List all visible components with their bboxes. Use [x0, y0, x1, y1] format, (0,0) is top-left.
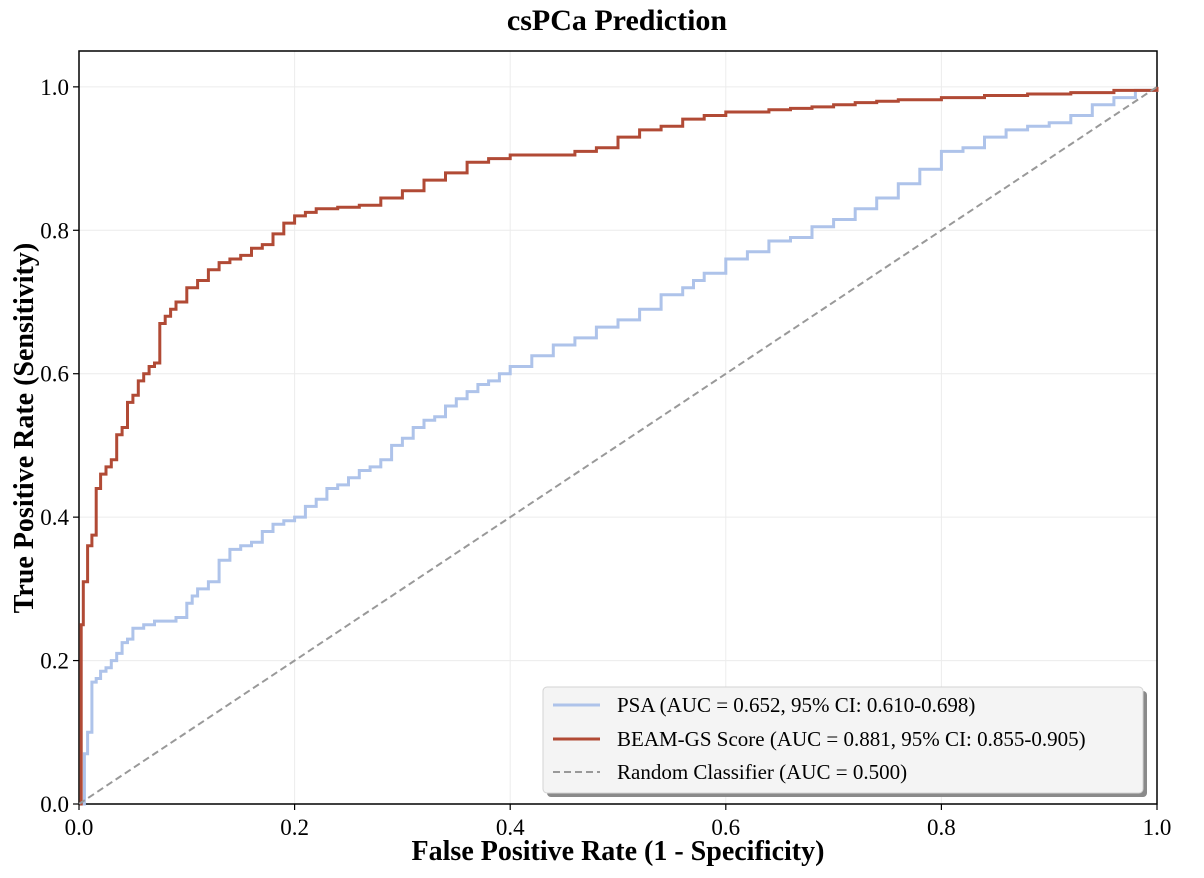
y-tick-label: 0.6 [40, 362, 69, 387]
x-tick-label: 0.2 [280, 815, 309, 840]
legend-label-random: Random Classifier (AUC = 0.500) [617, 760, 907, 784]
series-line-random-classifier [78, 86, 1158, 805]
x-tick-label: 0.8 [927, 815, 956, 840]
x-tick-label: 0.6 [711, 815, 740, 840]
series-layer [78, 86, 1159, 806]
chart-title: csPCa Prediction [507, 4, 728, 37]
x-tick-label: 0.0 [65, 815, 94, 840]
legend-label-psa: PSA (AUC = 0.652, 95% CI: 0.610-0.698) [617, 693, 975, 717]
y-tick-label: 0.2 [40, 649, 69, 674]
plot-area-frame [78, 50, 1158, 805]
x-tick-label: 1.0 [1143, 815, 1172, 840]
x-axis-label: False Positive Rate (1 - Specificity) [412, 836, 825, 867]
legend-box [542, 686, 1144, 794]
y-tick-label: 0.4 [40, 505, 69, 530]
series-line-beam-gs-score [79, 86, 1159, 806]
legend: PSA (AUC = 0.652, 95% CI: 0.610-0.698) B… [542, 686, 1147, 797]
legend-label-beam-gs: BEAM-GS Score (AUC = 0.881, 95% CI: 0.85… [617, 727, 1086, 751]
y-axis-ticks: 0.0 0.2 0.4 0.6 0.8 1.0 [40, 75, 79, 817]
y-tick-label: 1.0 [40, 75, 69, 100]
x-axis-ticks: 0.0 0.2 0.4 0.6 0.8 1.0 [65, 804, 1172, 840]
y-axis-label: True Positive Rate (Sensitivity) [9, 243, 40, 613]
series-line-psa [79, 86, 1159, 806]
x-tick-label: 0.4 [496, 815, 525, 840]
y-tick-label: 0.0 [40, 792, 69, 817]
y-tick-label: 0.8 [40, 218, 69, 243]
